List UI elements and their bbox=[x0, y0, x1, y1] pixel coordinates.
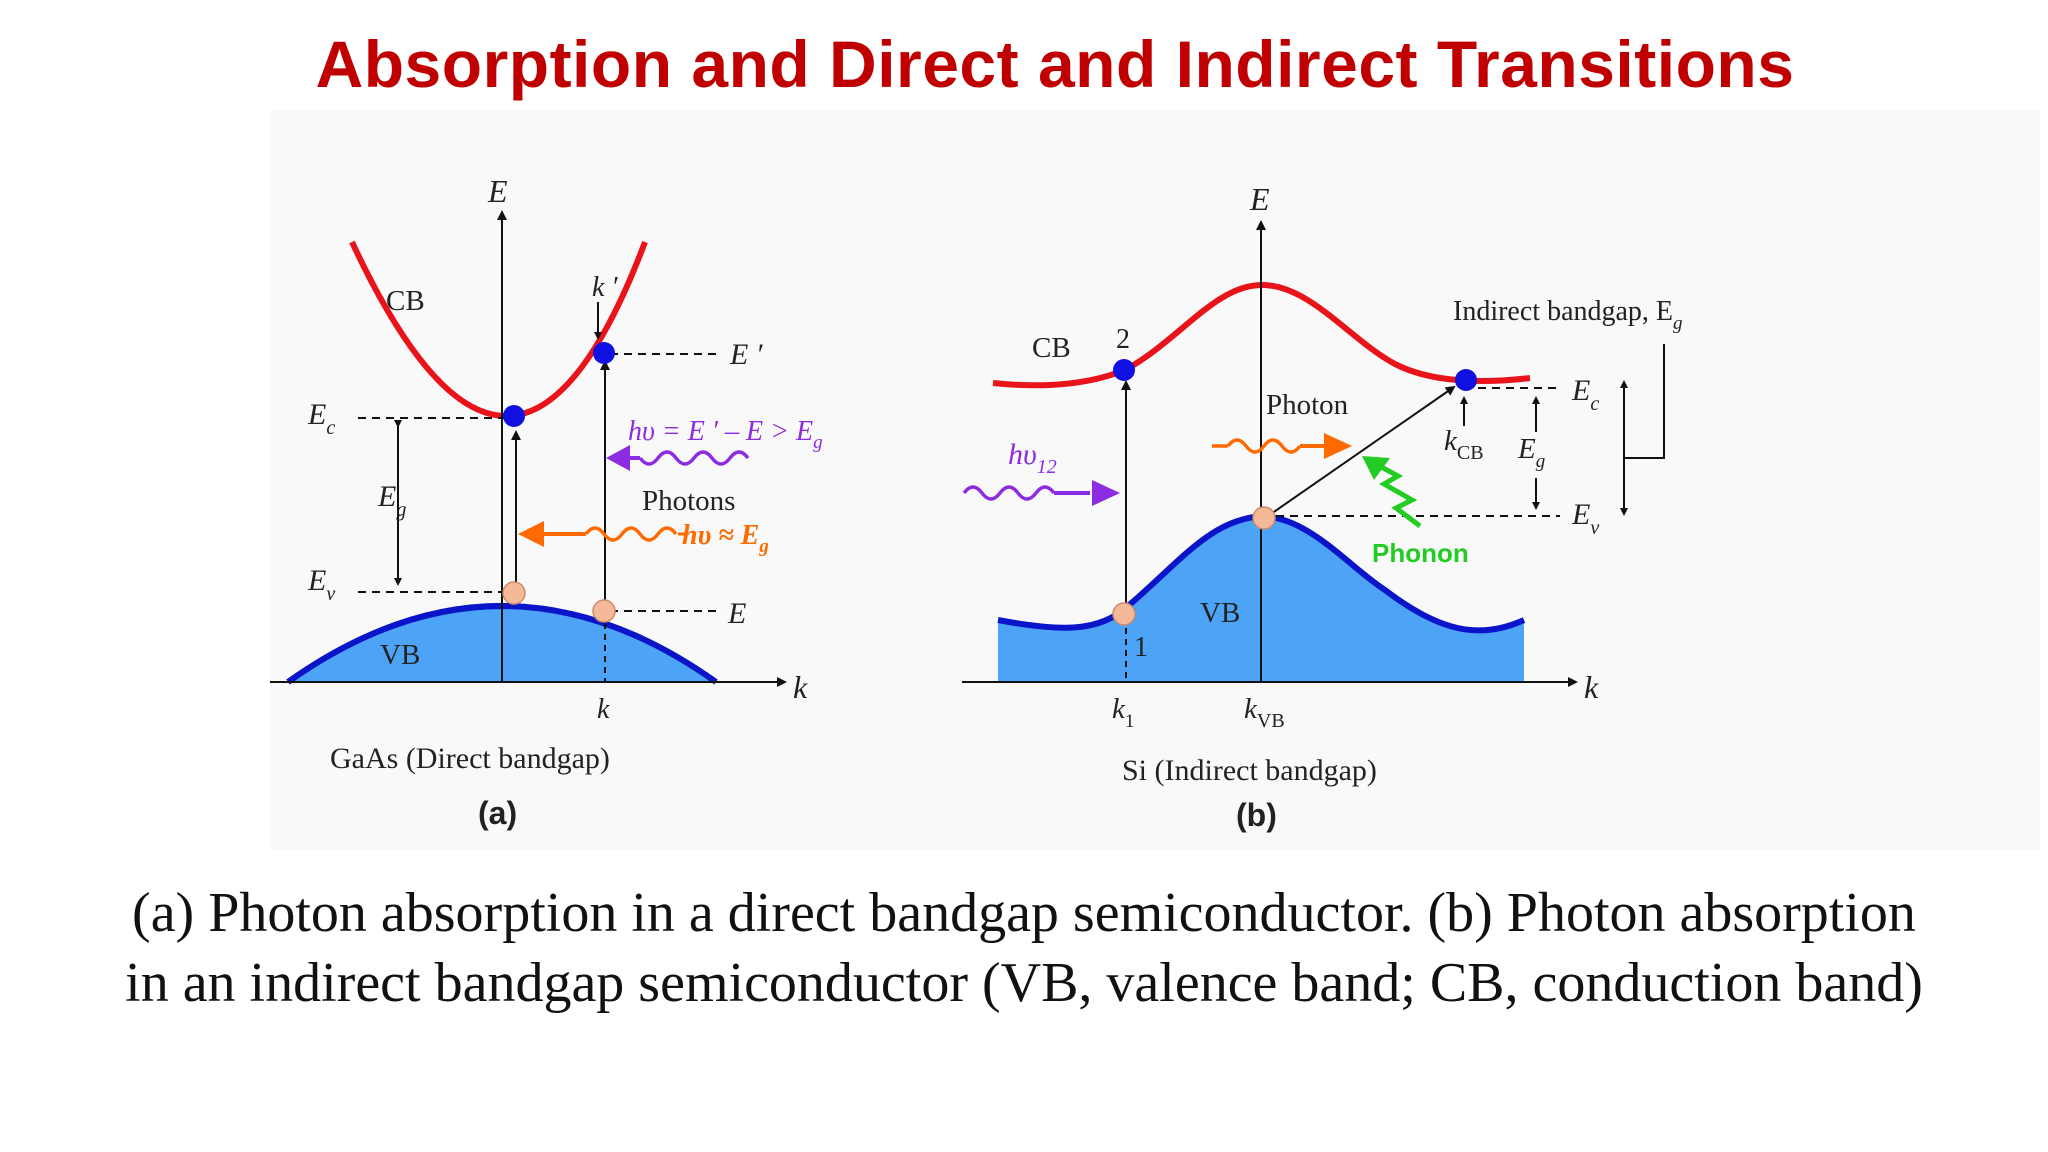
panel-a-direct-bandgap: E k CB VB Ec Ev Eg E ′ E k ′ k hυ = E ′ … bbox=[270, 173, 823, 831]
panel-b-hole-vb-max bbox=[1252, 506, 1276, 530]
panel-b-axis-e-label: E bbox=[1249, 181, 1270, 217]
panel-a-photon-eq-gap: hυ ≈ Eg bbox=[682, 520, 769, 557]
panel-a-purple-photon-icon bbox=[606, 445, 750, 471]
panel-b-k1-label: k1 bbox=[1112, 693, 1134, 732]
panel-a-axis-e-label: E bbox=[487, 173, 508, 209]
panel-b-photon-label: Photon bbox=[1266, 389, 1349, 421]
panel-a-axis-k-label: k bbox=[793, 669, 808, 705]
figure-panel: E k CB VB Ec Ev Eg E ′ E k ′ k hυ = E ′ … bbox=[270, 110, 2040, 850]
panel-b-axis-k-label: k bbox=[1584, 669, 1599, 705]
panel-b-figure-label: (b) bbox=[1236, 797, 1277, 833]
panel-a-cb-label: CB bbox=[386, 285, 425, 317]
panel-a-ev-label: Ev bbox=[307, 564, 335, 605]
panel-a-electron-cb-min bbox=[503, 405, 525, 427]
panel-b-purple-photon-icon bbox=[962, 480, 1120, 506]
panel-a-kprime-label: k ′ bbox=[592, 272, 618, 303]
panel-b-indirect-bandgap-label: Indirect bandgap, Eg bbox=[1453, 296, 1683, 334]
panel-a-hole-lower bbox=[592, 599, 616, 623]
panel-a-eprime-label: E ′ bbox=[729, 338, 763, 371]
slide-title: Absorption and Direct and Indirect Trans… bbox=[315, 27, 1795, 101]
panel-b-diagonal-transition-arrow bbox=[1267, 385, 1456, 517]
panel-b-eg-label: Eg bbox=[1517, 433, 1545, 472]
panel-a-material-label: GaAs (Direct bandgap) bbox=[330, 742, 610, 775]
panel-a-e-label: E bbox=[727, 597, 746, 630]
panel-b-point-1-label: 1 bbox=[1134, 632, 1148, 663]
panel-b-ev-label: Ev bbox=[1571, 498, 1599, 539]
panel-b-material-label: Si (Indirect bandgap) bbox=[1122, 754, 1377, 787]
panel-a-eg-label: Eg bbox=[377, 480, 406, 521]
panel-b-kvb-label: kVB bbox=[1244, 693, 1285, 732]
panel-b-indirect-bandgap: E k CB VB 2 1 hυ12 bbox=[962, 181, 1683, 833]
panel-b-kcb-label: kCB bbox=[1444, 425, 1484, 464]
panel-b-hv12-label: hυ12 bbox=[1008, 438, 1057, 478]
panel-b-phonon-label: Phonon bbox=[1372, 538, 1469, 568]
panel-a-photon-eq-high: hυ = E ′ – E > Eg bbox=[628, 416, 823, 453]
panel-b-phonon-zigzag-icon bbox=[1362, 456, 1422, 528]
figure-caption: (a) Photon absorption in a direct bandga… bbox=[0, 878, 2048, 1018]
panel-a-k-tick-label: k bbox=[597, 694, 610, 725]
panel-b-hole-point-1 bbox=[1112, 602, 1136, 626]
panel-b-electron-cb-min bbox=[1455, 369, 1477, 391]
panel-a-vb-label: VB bbox=[380, 639, 420, 671]
panel-b-cb-label: CB bbox=[1032, 332, 1071, 364]
panel-b-bandgap-bracket bbox=[1624, 344, 1665, 459]
panel-b-orange-photon-icon bbox=[1212, 433, 1352, 459]
panel-b-ec-label: Ec bbox=[1571, 374, 1599, 415]
panel-a-conduction-band-line bbox=[349, 240, 648, 419]
panel-a-figure-label: (a) bbox=[478, 795, 517, 831]
panel-a-electron-upper bbox=[593, 342, 615, 364]
panel-a-photons-label: Photons bbox=[642, 485, 735, 517]
caption-line-1: (a) Photon absorption in a direct bandga… bbox=[132, 882, 1916, 944]
panel-b-point-2-label: 2 bbox=[1116, 324, 1130, 355]
panel-a-ec-label: Ec bbox=[307, 398, 335, 439]
band-diagram-figure: E k CB VB Ec Ev Eg E ′ E k ′ k hυ = E ′ … bbox=[270, 173, 1683, 833]
panel-a-orange-photon-icon bbox=[518, 521, 688, 547]
panel-b-electron-point-2 bbox=[1113, 359, 1135, 381]
panel-b-vb-label: VB bbox=[1200, 597, 1240, 629]
caption-line-2: in an indirect bandgap semiconductor (VB… bbox=[125, 952, 1923, 1014]
panel-a-hole-vb-max bbox=[502, 581, 526, 605]
